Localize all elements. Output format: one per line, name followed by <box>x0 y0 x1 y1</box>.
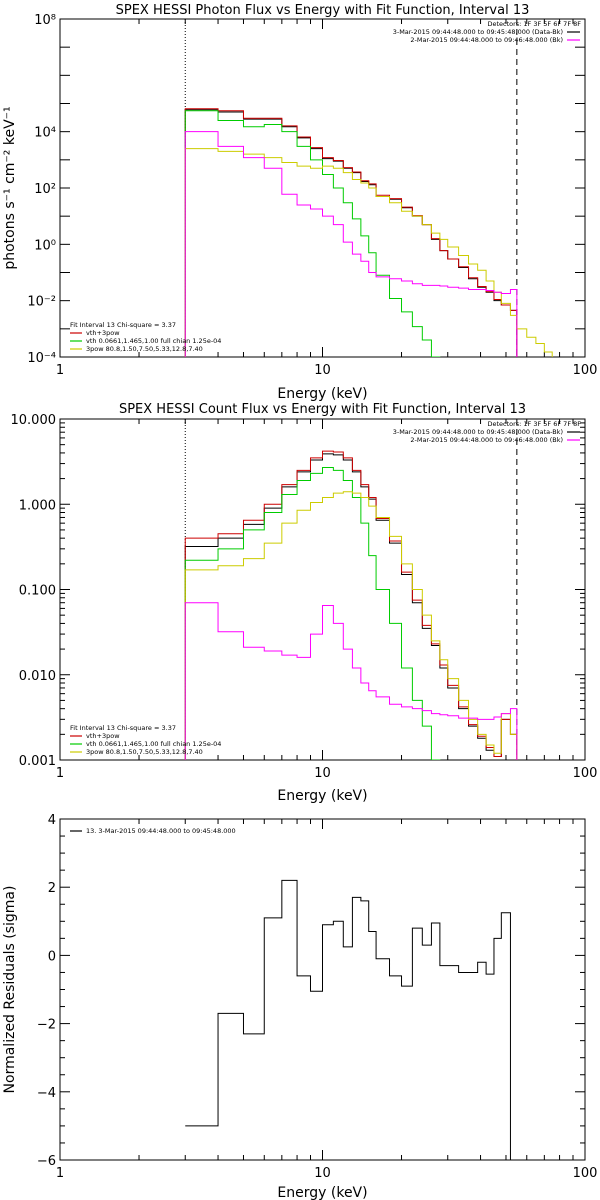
legend-header: Detectors: 1F 3F 5F 6F 7F 8F <box>487 20 581 28</box>
y-tick-label: 10² <box>34 182 56 197</box>
chart-title: SPEX HESSI Photon Flux vs Energy with Fi… <box>116 3 530 18</box>
y-axis-label: Normalized Residuals (sigma) <box>2 886 18 1094</box>
y-tick-label: −2 <box>37 1018 56 1033</box>
y-tick-label: 10⁻⁴ <box>27 351 56 366</box>
x-tick-label: 1 <box>56 363 64 378</box>
legend-entry: 3pow 80.8,1.50,7.50,5.33,12.8,7.40 <box>86 345 203 353</box>
residuals-panel: Energy (keV) Normalized Residuals (sigma)… <box>2 813 597 1200</box>
series-1-line <box>184 450 518 760</box>
series-3-line <box>184 148 553 357</box>
x-tick-label: 100 <box>573 363 598 378</box>
legend-entry: 3pow 80.8,1.50,7.50,5.33,12.8,7.40 <box>86 748 203 756</box>
plot-frame <box>59 18 586 358</box>
series-0-line <box>185 879 518 1160</box>
x-tick-label: 10 <box>314 766 331 781</box>
series-0-line <box>184 109 518 357</box>
y-axis-label: photons s⁻¹ cm⁻² keV⁻¹ <box>2 106 18 269</box>
x-tick-label: 1 <box>56 766 64 781</box>
legend-entry: 3-Mar-2015 09:44:48.000 to 09:45:48.000 … <box>393 28 563 36</box>
x-axis-label: Energy (keV) <box>277 788 367 804</box>
series-2-line <box>184 466 441 760</box>
chart-title: SPEX HESSI Count Flux vs Energy with Fit… <box>119 402 526 417</box>
series-3-line <box>184 491 518 760</box>
y-tick-label: 10⁴ <box>34 126 56 141</box>
x-axis-label: Energy (keV) <box>277 386 367 402</box>
y-tick-label: 1.000 <box>19 498 56 513</box>
legend-header: Detectors: 1F 3F 5F 6F 7F 8F <box>487 420 581 428</box>
y-tick-label: −4 <box>37 1086 56 1101</box>
legend-entry: 2-Mar-2015 09:44:48.000 to 09:46:48.000 … <box>410 436 563 444</box>
legend-entry: vth 0.0661,1.465,1.00 full chian 1.25e-0… <box>86 740 221 748</box>
y-tick-label: 10⁸ <box>34 13 56 28</box>
y-tick-label: −6 <box>37 1154 56 1169</box>
legend-entry: 3-Mar-2015 09:44:48.000 to 09:45:48.000 … <box>393 428 563 436</box>
y-tick-label: 0 <box>48 949 56 964</box>
series-2-line <box>184 110 441 357</box>
legend-entry: 13. 3-Mar-2015 09:44:48.000 to 09:45:48.… <box>86 827 236 835</box>
legend-entry: vth+3pow <box>86 329 120 337</box>
x-tick-label: 1 <box>56 1166 64 1181</box>
legend-entry: 2-Mar-2015 09:44:48.000 to 09:46:48.000 … <box>410 36 563 44</box>
x-tick-label: 10 <box>314 1166 331 1181</box>
series-4-line <box>184 131 518 357</box>
legend-entry: vth+3pow <box>86 732 120 740</box>
y-tick-label: 0.100 <box>19 584 56 599</box>
fit-legend-header: Fit Interval 13 Chi-square = 3.37 <box>70 724 176 732</box>
series-0-line <box>184 453 518 760</box>
legend-entry: vth 0.0661,1.465,1.00 full chian 1.25e-0… <box>86 337 221 345</box>
photon-flux-panel: SPEX HESSI Photon Flux vs Energy with Fi… <box>2 3 597 402</box>
x-axis-label: Energy (keV) <box>277 1185 367 1200</box>
x-tick-label: 10 <box>314 363 331 378</box>
y-tick-label: 4 <box>48 813 56 828</box>
x-tick-label: 100 <box>573 766 598 781</box>
y-tick-label: 0.010 <box>19 669 56 684</box>
series-4-line <box>184 602 518 760</box>
y-tick-label: 10⁻² <box>27 295 56 310</box>
fit-legend-header: Fit Interval 13 Chi-square = 3.37 <box>70 321 176 329</box>
y-tick-label: 2 <box>48 881 56 896</box>
y-tick-label: 10.000 <box>11 413 57 428</box>
y-tick-label: 0.001 <box>19 754 56 769</box>
count-flux-panel: SPEX HESSI Count Flux vs Energy with Fit… <box>11 402 598 804</box>
x-tick-label: 100 <box>573 1166 598 1181</box>
y-tick-label: 10⁰ <box>34 238 56 253</box>
